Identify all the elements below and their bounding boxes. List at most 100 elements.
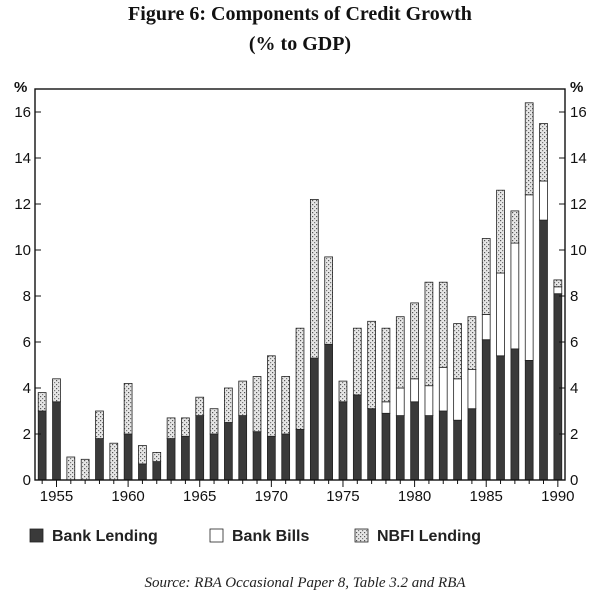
bar-bank-lending-1983 [453,419,462,481]
y-axis-label-left: % [14,79,27,96]
bar-nbfi-lending-1970 [267,355,276,437]
bar-nbfi-lending-1969 [252,376,262,433]
bar-bank-lending-1976 [352,394,362,481]
bar-bank-bills-1979 [395,387,405,417]
bar-bank-bills-1978 [381,401,391,414]
bar-nbfi-lending-1972 [295,327,305,430]
bar-nbfi-lending-1974 [324,256,333,345]
bar-nbfi-lending-1990 [553,279,563,288]
bar-nbfi-lending-1987 [510,210,520,244]
y-tick-label-left-4: 4 [23,380,31,397]
bar-bank-lending-1954 [37,410,47,481]
bar-nbfi-lending-1978 [381,327,391,403]
bar-bank-lending-1974 [324,343,333,481]
y-tick-label-right-2: 2 [570,426,578,443]
x-tick-label-1975: 1975 [326,488,359,505]
bar-nbfi-lending-1956 [66,456,76,481]
bar-bank-lending-1990 [553,293,563,481]
bar-nbfi-lending-1988 [524,102,534,196]
y-tick-label-left-8: 8 [23,288,31,305]
bar-nbfi-lending-1976 [352,327,362,396]
bar-bank-lending-1973 [309,357,319,481]
bar-nbfi-lending-1955 [52,378,61,403]
bar-bank-lending-1964 [181,435,190,481]
y-tick-label-right-8: 8 [570,288,578,305]
bar-bank-lending-1962 [152,461,162,481]
bar-bank-lending-1966 [209,433,219,481]
y-tick-label-left-14: 14 [14,150,31,167]
legend-label-nbfi-lending: NBFI Lending [377,528,481,545]
bar-bank-lending-1987 [510,348,520,481]
bar-bank-bills-1986 [496,272,505,357]
bar-nbfi-lending-1960 [123,382,133,435]
y-tick-label-right-14: 14 [570,150,587,167]
bar-bank-lending-1965 [195,415,205,481]
bar-bank-bills-1987 [510,242,520,350]
bar-bank-lending-1963 [166,438,176,481]
y-tick-label-right-16: 16 [570,104,587,121]
x-tick-label-1980: 1980 [398,488,431,505]
chart-subtitle: (% to GDP) [249,33,351,55]
y-tick-label-right-10: 10 [570,242,587,259]
y-tick-label-left-10: 10 [14,242,31,259]
bar-nbfi-lending-1989 [539,123,548,182]
bar-nbfi-lending-1986 [496,189,505,274]
y-tick-label-right-6: 6 [570,334,578,351]
bar-nbfi-lending-1982 [438,281,448,368]
bar-nbfi-lending-1985 [481,238,491,315]
bar-bank-lending-1969 [252,431,262,481]
bar-nbfi-lending-1979 [395,316,405,389]
bar-bank-lending-1955 [52,401,61,481]
bar-bank-bills-1990 [553,286,563,295]
axes-group: 0 0 2 2 4 4 6 6 8 8 10 10 12 12 14 14 16 16 1955 1960 1965 19… [14,88,587,505]
y-tick-label-left-0: 0 [23,472,31,489]
y-tick-label-right-12: 12 [570,196,587,213]
bar-nbfi-lending-1983 [453,323,462,380]
bar-bank-lending-1978 [381,412,391,481]
bar-nbfi-lending-1959 [109,442,119,481]
bar-bank-lending-1967 [224,422,233,481]
bar-bank-lending-1975 [338,401,348,481]
bar-nbfi-lending-1961 [138,445,147,465]
bar-bank-lending-1958 [95,438,104,481]
bar-bank-lending-1972 [295,428,305,481]
bar-bank-lending-1977 [367,408,376,481]
bar-bank-bills-1988 [524,194,534,361]
bar-nbfi-lending-1957 [80,458,90,481]
bar-nbfi-lending-1967 [224,387,233,423]
bar-bank-lending-1968 [238,415,248,481]
bar-bank-lending-1986 [496,355,505,481]
bar-nbfi-lending-1954 [37,392,47,412]
y-tick-label-left-6: 6 [23,334,31,351]
chart-title: Figure 6: Components of Credit Growth [128,3,472,25]
bar-nbfi-lending-1964 [181,417,190,437]
legend-label-bank-lending: Bank Lending [52,528,158,545]
bar-nbfi-lending-1971 [281,376,291,435]
bar-nbfi-lending-1958 [95,410,104,440]
bar-nbfi-lending-1975 [338,380,348,403]
bar-bank-lending-1970 [267,435,276,481]
x-tick-label-1970: 1970 [255,488,288,505]
bar-nbfi-lending-1980 [410,302,419,380]
bar-nbfi-lending-1977 [367,320,376,410]
bar-nbfi-lending-1962 [152,451,162,462]
x-tick-label-1955: 1955 [40,488,73,505]
bar-bank-bills-1985 [481,313,491,341]
legend-swatch-bank-bills [209,528,224,543]
y-tick-label-left-16: 16 [14,104,31,121]
legend-label-bank-bills: Bank Bills [232,528,309,545]
bar-bank-lending-1979 [395,415,405,481]
y-tick-label-right-0: 0 [570,472,578,489]
bar-bank-bills-1982 [438,366,448,412]
bar-bank-lending-1971 [281,433,291,481]
legend-swatch-nbfi-lending [354,528,369,543]
legend-swatch-bank-lending [29,528,44,543]
bar-nbfi-lending-1981 [424,281,434,387]
bar-nbfi-lending-1965 [195,396,205,417]
bar-bank-bills-1981 [424,385,434,417]
x-tick-label-1990: 1990 [541,488,574,505]
bar-bank-bills-1980 [410,378,419,403]
bar-nbfi-lending-1963 [166,417,176,439]
bar-nbfi-lending-1984 [467,316,477,371]
